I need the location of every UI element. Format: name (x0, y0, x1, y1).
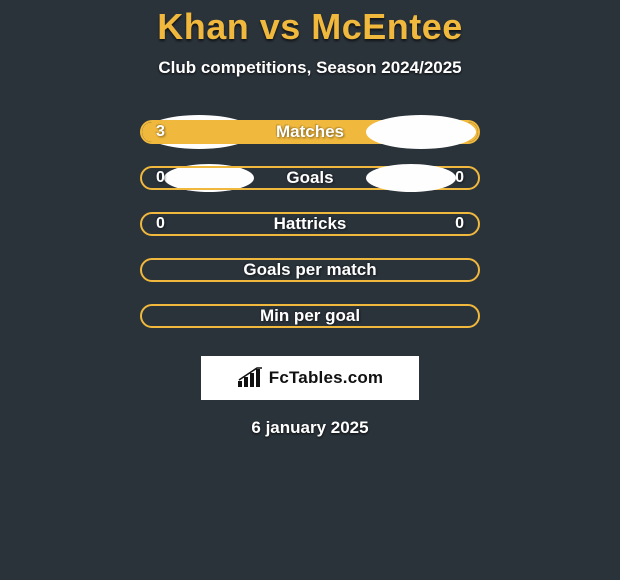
stat-row: 37Matches (140, 120, 480, 144)
stat-label: Goals (286, 168, 333, 188)
stat-bar: Goals per match (140, 258, 480, 282)
stat-row: Min per goal (140, 304, 480, 328)
bars-logo-icon (237, 367, 263, 389)
brand-badge: FcTables.com (201, 356, 419, 400)
stat-value-left: 0 (156, 215, 165, 233)
stat-row: Goals per match (140, 258, 480, 282)
comparison-infographic: Khan vs McEntee Club competitions, Seaso… (0, 0, 620, 438)
stat-rows: 37Matches 0 0 Goals 0 0 Hattricks Goals per mat… (140, 120, 480, 350)
brand-text: FcTables.com (269, 368, 384, 388)
stat-bar: 0 0 Hattricks (140, 212, 480, 236)
stat-label: Min per goal (260, 306, 360, 326)
player-right-marker (366, 115, 476, 149)
player-right-marker (366, 164, 456, 192)
stat-label: Goals per match (243, 260, 376, 280)
stat-label: Matches (276, 122, 344, 142)
stat-row: 0 0 Hattricks (140, 212, 480, 236)
stat-row: 0 0 Goals (140, 166, 480, 190)
stat-bar: Min per goal (140, 304, 480, 328)
stat-label: Hattricks (274, 214, 347, 234)
page-subtitle: Club competitions, Season 2024/2025 (158, 58, 461, 78)
stat-value-left: 3 (156, 123, 165, 141)
page-title: Khan vs McEntee (157, 6, 463, 48)
footer-date: 6 january 2025 (251, 418, 368, 438)
stat-value-right: 0 (455, 215, 464, 233)
stat-value-right: 0 (455, 169, 464, 187)
stat-value-left: 0 (156, 169, 165, 187)
